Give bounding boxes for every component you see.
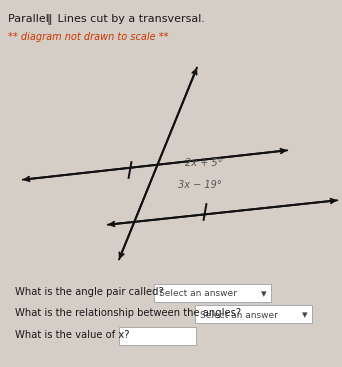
Text: What is the relationship between the angles?: What is the relationship between the ang…: [15, 308, 241, 318]
Text: Parallel: Parallel: [8, 14, 52, 24]
Text: ▾: ▾: [261, 289, 267, 299]
FancyBboxPatch shape: [195, 305, 312, 323]
Text: 3x − 19°: 3x − 19°: [178, 180, 222, 190]
Text: Lines cut by a transversal.: Lines cut by a transversal.: [54, 14, 205, 24]
Text: Select an answer: Select an answer: [159, 290, 237, 298]
Text: What is the value of x?: What is the value of x?: [15, 330, 130, 340]
Text: Select an answer: Select an answer: [200, 310, 278, 320]
Text: ** diagram not drawn to scale **: ** diagram not drawn to scale **: [8, 32, 169, 42]
Text: ▾: ▾: [302, 310, 308, 320]
Text: 2x + 5°: 2x + 5°: [185, 158, 223, 168]
FancyBboxPatch shape: [154, 284, 271, 302]
FancyBboxPatch shape: [119, 327, 196, 345]
Text: ∥: ∥: [46, 14, 52, 25]
Text: What is the angle pair called?: What is the angle pair called?: [15, 287, 164, 297]
